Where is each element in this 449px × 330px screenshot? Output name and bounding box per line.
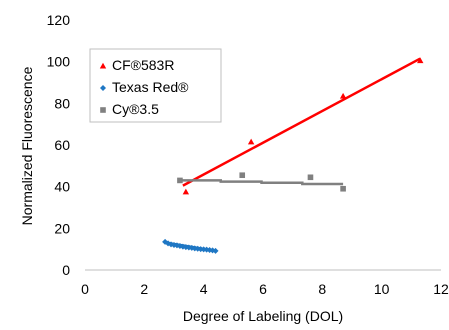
y-tick-label-0: 0 bbox=[62, 262, 70, 278]
legend-label-series-1: Texas Red® bbox=[112, 79, 189, 95]
legend-label-series-0: CF®583R bbox=[112, 57, 174, 73]
x-tick-label-6: 12 bbox=[433, 281, 449, 297]
data-point-series-0-2 bbox=[339, 92, 347, 99]
y-tick-label-6: 120 bbox=[47, 12, 71, 28]
x-tick-label-0: 0 bbox=[81, 281, 89, 297]
legend-label-series-2: Cy®3.5 bbox=[112, 101, 159, 117]
data-point-series-1-17 bbox=[212, 247, 219, 254]
y-tick-label-1: 20 bbox=[54, 220, 70, 236]
trendline-series-0 bbox=[182, 57, 421, 187]
y-axis-title: Normalized Fluorescence bbox=[19, 66, 35, 225]
y-tick-label-2: 40 bbox=[54, 179, 70, 195]
x-axis-title: Degree of Labeling (DOL) bbox=[183, 308, 343, 324]
x-tick-label-1: 2 bbox=[140, 281, 148, 297]
trendline-series-2 bbox=[179, 179, 344, 186]
y-tick-label-5: 100 bbox=[47, 54, 71, 70]
data-point-series-0-0 bbox=[182, 188, 190, 195]
y-tick-label-4: 80 bbox=[54, 95, 70, 111]
legend: CF®583R Texas Red® Cy®3.5 bbox=[89, 48, 222, 123]
points-layer bbox=[162, 57, 424, 254]
x-tick-label-2: 4 bbox=[200, 281, 208, 297]
legend-marker-series-0 bbox=[99, 62, 107, 69]
legend-marker-series-1 bbox=[100, 85, 106, 91]
data-point-series-2-2 bbox=[307, 174, 314, 181]
data-point-series-0-3 bbox=[417, 57, 424, 64]
data-point-series-2-0 bbox=[177, 177, 183, 184]
x-tick-label-3: 6 bbox=[259, 281, 267, 297]
x-tick-label-4: 8 bbox=[318, 281, 326, 297]
data-point-series-0-1 bbox=[247, 138, 255, 145]
legend-marker-series-2 bbox=[100, 107, 106, 113]
legend-box bbox=[89, 48, 222, 123]
x-tick-label-5: 10 bbox=[374, 281, 390, 297]
data-point-series-2-3 bbox=[340, 185, 346, 192]
y-tick-label-3: 60 bbox=[54, 137, 70, 153]
data-point-series-2-1 bbox=[239, 172, 246, 179]
